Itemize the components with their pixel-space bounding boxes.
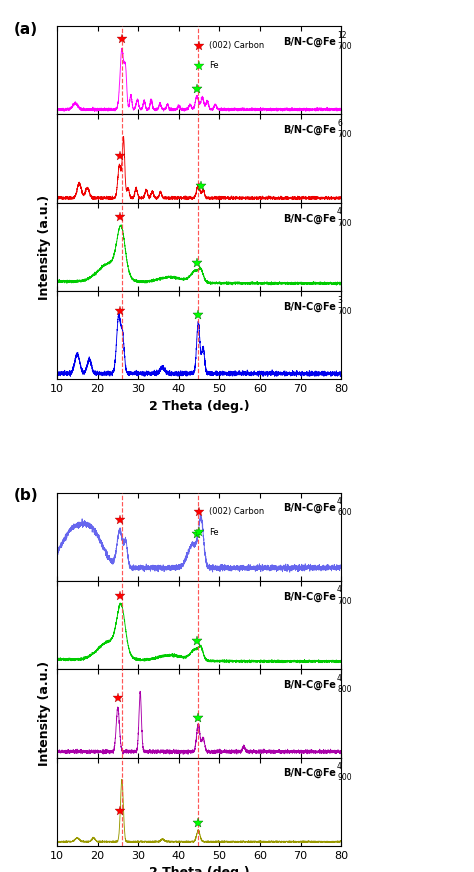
Text: 800: 800 — [337, 685, 352, 694]
Text: (a): (a) — [14, 22, 38, 37]
Text: (002) Carbon: (002) Carbon — [209, 41, 264, 50]
Text: B/N-C@Fe: B/N-C@Fe — [283, 214, 336, 224]
Text: 4: 4 — [337, 585, 342, 595]
Text: 700: 700 — [337, 42, 352, 51]
X-axis label: 2 Theta (deg.): 2 Theta (deg.) — [149, 866, 249, 872]
X-axis label: 2 Theta (deg.): 2 Theta (deg.) — [149, 400, 249, 412]
Text: 4: 4 — [337, 762, 342, 771]
Text: 6: 6 — [337, 119, 342, 128]
Text: 600: 600 — [337, 508, 352, 517]
Y-axis label: Intensity (a.u.): Intensity (a.u.) — [38, 194, 51, 300]
Text: B/N-C@Fe: B/N-C@Fe — [283, 591, 336, 602]
Text: Fe: Fe — [209, 61, 219, 71]
Text: (002) Carbon: (002) Carbon — [209, 508, 264, 516]
Text: 4: 4 — [337, 673, 342, 683]
Text: B/N-C@Fe: B/N-C@Fe — [283, 125, 336, 135]
Text: 900: 900 — [337, 773, 352, 782]
Text: 12: 12 — [337, 31, 346, 39]
Text: 700: 700 — [337, 307, 352, 316]
Text: 700: 700 — [337, 131, 352, 140]
Text: Fe: Fe — [209, 528, 219, 537]
Text: B/N-C@Fe: B/N-C@Fe — [283, 503, 336, 514]
Text: B/N-C@Fe: B/N-C@Fe — [283, 302, 336, 312]
Text: B/N-C@Fe: B/N-C@Fe — [283, 680, 336, 690]
Text: 700: 700 — [337, 596, 352, 606]
Text: 700: 700 — [337, 219, 352, 228]
Text: 4: 4 — [337, 497, 342, 506]
Text: (b): (b) — [14, 488, 39, 503]
Text: 4: 4 — [337, 208, 342, 216]
Text: B/N-C@Fe: B/N-C@Fe — [283, 768, 336, 779]
Text: B/N-C@Fe: B/N-C@Fe — [283, 37, 336, 47]
Text: 3: 3 — [337, 296, 342, 304]
Y-axis label: Intensity (a.u.): Intensity (a.u.) — [38, 661, 51, 766]
